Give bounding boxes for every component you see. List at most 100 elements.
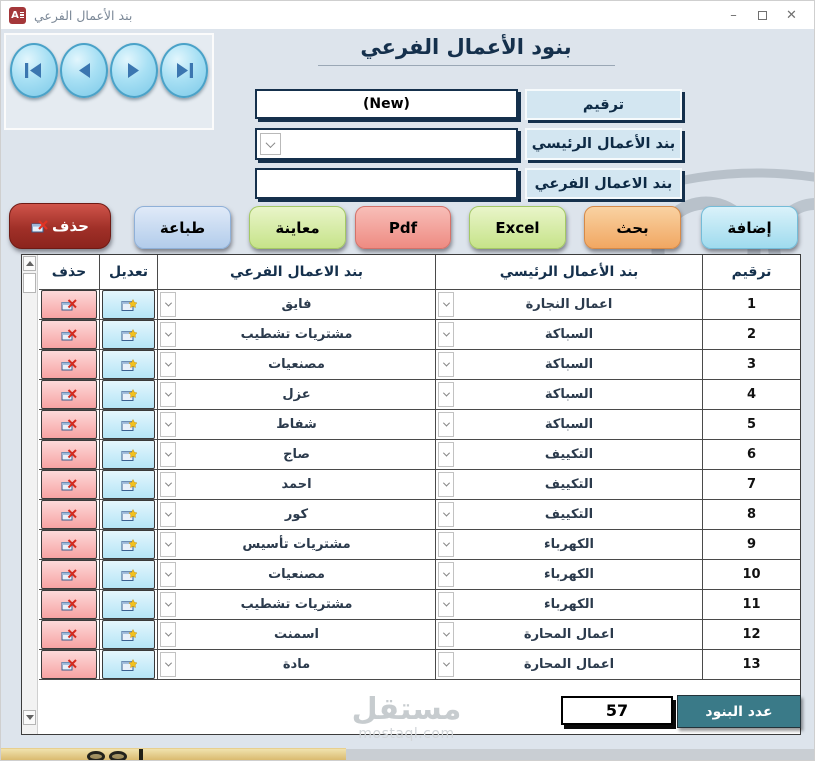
close-icon[interactable]: ✕ xyxy=(786,7,797,23)
main-item-dropdown-button[interactable] xyxy=(260,133,281,155)
row-main-item-combobox[interactable]: اعمال النجارة xyxy=(436,290,703,320)
id-field[interactable]: (New) xyxy=(255,89,518,119)
dropdown-button[interactable] xyxy=(160,622,176,647)
row-edit-button[interactable] xyxy=(102,290,155,319)
row-sub-item-combobox[interactable]: مصنعيات xyxy=(158,560,436,590)
add-button[interactable]: إضافة xyxy=(701,206,798,249)
row-edit-button[interactable] xyxy=(102,500,155,529)
row-sub-item-combobox[interactable]: مشتريات تشطيب xyxy=(158,320,436,350)
first-record-button[interactable] xyxy=(10,43,58,98)
print-button[interactable]: طباعة xyxy=(134,206,231,249)
preview-button[interactable]: معاينة xyxy=(249,206,346,249)
dropdown-button[interactable] xyxy=(160,292,176,317)
dropdown-button[interactable] xyxy=(160,382,176,407)
dropdown-button[interactable] xyxy=(438,412,454,437)
dropdown-button[interactable] xyxy=(160,352,176,377)
row-main-item-combobox[interactable]: اعمال المحارة xyxy=(436,620,703,650)
row-sub-item-combobox[interactable]: كور xyxy=(158,500,436,530)
delete-button[interactable]: حذف xyxy=(9,203,111,249)
row-sub-item-combobox[interactable]: مشتريات تشطيب xyxy=(158,590,436,620)
row-delete-button[interactable] xyxy=(41,350,97,379)
row-main-item-combobox[interactable]: السباكة xyxy=(436,380,703,410)
row-edit-button[interactable] xyxy=(102,530,155,559)
dropdown-button[interactable] xyxy=(438,352,454,377)
dropdown-button[interactable] xyxy=(438,292,454,317)
row-delete-button[interactable] xyxy=(41,620,97,649)
scrollbar-thumb[interactable] xyxy=(23,273,36,293)
table-scrollbar[interactable] xyxy=(22,255,38,734)
sub-item-field[interactable] xyxy=(255,168,518,199)
row-delete-button[interactable] xyxy=(41,440,97,469)
dropdown-button[interactable] xyxy=(438,442,454,467)
dropdown-button[interactable] xyxy=(160,472,176,497)
next-record-button[interactable] xyxy=(110,43,158,98)
row-delete-button[interactable] xyxy=(41,380,97,409)
row-sub-item-combobox[interactable]: صاج xyxy=(158,440,436,470)
minimize-icon[interactable]: – xyxy=(730,7,737,23)
dropdown-button[interactable] xyxy=(160,502,176,527)
row-edit-button[interactable] xyxy=(102,380,155,409)
dropdown-button[interactable] xyxy=(160,592,176,617)
row-main-item-combobox[interactable]: الكهرباء xyxy=(436,560,703,590)
scroll-up-icon[interactable] xyxy=(23,256,36,271)
row-sub-item-combobox[interactable]: شفاط xyxy=(158,410,436,440)
maximize-icon[interactable] xyxy=(748,2,777,28)
row-edit-button[interactable] xyxy=(102,650,155,679)
row-main-item-combobox[interactable]: التكييف xyxy=(436,440,703,470)
dropdown-button[interactable] xyxy=(160,412,176,437)
row-sub-item-combobox[interactable]: عزل xyxy=(158,380,436,410)
dropdown-button[interactable] xyxy=(438,532,454,557)
row-main-item-combobox[interactable]: السباكة xyxy=(436,350,703,380)
row-edit-button[interactable] xyxy=(102,560,155,589)
last-record-button[interactable] xyxy=(160,43,208,98)
dropdown-button[interactable] xyxy=(160,652,176,677)
row-delete-button[interactable] xyxy=(41,290,97,319)
row-delete-button[interactable] xyxy=(41,650,97,679)
row-sub-item-combobox[interactable]: مشتريات تأسيس xyxy=(158,530,436,560)
row-edit-button[interactable] xyxy=(102,410,155,439)
row-main-item-combobox[interactable]: التكييف xyxy=(436,500,703,530)
row-delete-button[interactable] xyxy=(41,500,97,529)
row-edit-button[interactable] xyxy=(102,440,155,469)
row-main-item-combobox[interactable]: السباكة xyxy=(436,320,703,350)
row-edit-button[interactable] xyxy=(102,590,155,619)
dropdown-button[interactable] xyxy=(438,562,454,587)
dropdown-button[interactable] xyxy=(160,562,176,587)
main-item-combobox[interactable] xyxy=(255,128,518,160)
row-edit-button[interactable] xyxy=(102,350,155,379)
previous-record-button[interactable] xyxy=(60,43,108,98)
search-button[interactable]: بحث xyxy=(584,206,681,249)
scroll-down-icon[interactable] xyxy=(23,710,36,725)
row-sub-item-combobox[interactable]: مادة xyxy=(158,650,436,680)
row-sub-item-combobox[interactable]: احمد xyxy=(158,470,436,500)
dropdown-button[interactable] xyxy=(438,472,454,497)
row-sub-item-combobox[interactable]: فايق xyxy=(158,290,436,320)
dropdown-button[interactable] xyxy=(438,322,454,347)
row-main-item-combobox[interactable]: الكهرباء xyxy=(436,530,703,560)
row-delete-button[interactable] xyxy=(41,530,97,559)
pdf-button[interactable]: Pdf xyxy=(355,206,451,249)
row-main-item-combobox[interactable]: اعمال المحارة xyxy=(436,650,703,680)
row-delete-button[interactable] xyxy=(41,560,97,589)
row-main-item-combobox[interactable]: السباكة xyxy=(436,410,703,440)
row-sub-item-combobox[interactable]: مصنعيات xyxy=(158,350,436,380)
dropdown-button[interactable] xyxy=(438,622,454,647)
row-main-item-combobox[interactable]: التكييف xyxy=(436,470,703,500)
dropdown-button[interactable] xyxy=(160,442,176,467)
row-delete-button[interactable] xyxy=(41,470,97,499)
row-edit-button[interactable] xyxy=(102,470,155,499)
dropdown-button[interactable] xyxy=(438,382,454,407)
dropdown-button[interactable] xyxy=(438,502,454,527)
dropdown-button[interactable] xyxy=(438,592,454,617)
row-delete-button[interactable] xyxy=(41,590,97,619)
row-edit-button[interactable] xyxy=(102,620,155,649)
dropdown-button[interactable] xyxy=(160,532,176,557)
dropdown-button[interactable] xyxy=(160,322,176,347)
row-delete-button[interactable] xyxy=(41,320,97,349)
row-main-item-combobox[interactable]: الكهرباء xyxy=(436,590,703,620)
row-delete-button[interactable] xyxy=(41,410,97,439)
excel-button[interactable]: Excel xyxy=(469,206,566,249)
row-sub-item-combobox[interactable]: اسمنت xyxy=(158,620,436,650)
row-edit-button[interactable] xyxy=(102,320,155,349)
dropdown-button[interactable] xyxy=(438,652,454,677)
